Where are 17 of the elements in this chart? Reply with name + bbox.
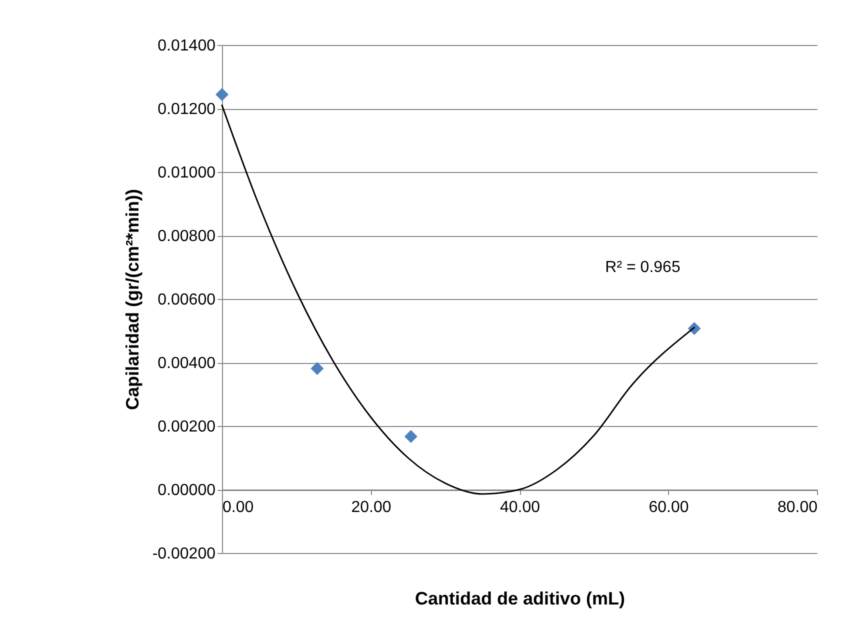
x-tick-label: 60.00 xyxy=(648,499,689,516)
y-tick-label: 0.01200 xyxy=(158,101,216,118)
y-tick-label: 0.01400 xyxy=(158,38,216,54)
y-tick-label: -0.00200 xyxy=(152,546,216,562)
y-axis-title: Capilaridad (gr/(cm²*min)) xyxy=(122,188,142,410)
annotation: R² = 0.965 xyxy=(605,258,680,276)
y-tick-label: 0.00400 xyxy=(158,355,216,372)
y-tick-label: 0.01000 xyxy=(158,164,216,182)
y-tick-label: 0.00800 xyxy=(158,228,216,245)
y-tick-label: 0.00600 xyxy=(158,292,216,308)
y-tick-label: 0.00000 xyxy=(158,482,216,499)
x-tick-label: 0.00 xyxy=(222,499,254,516)
x-axis-title: Cantidad de aditivo (mL) xyxy=(414,588,626,608)
x-tick-label: 40.00 xyxy=(500,499,540,516)
y-tick-label: 0.00200 xyxy=(158,418,216,436)
x-tick-label: 80.00 xyxy=(777,499,818,516)
x-tick-label: 20.00 xyxy=(351,499,392,516)
